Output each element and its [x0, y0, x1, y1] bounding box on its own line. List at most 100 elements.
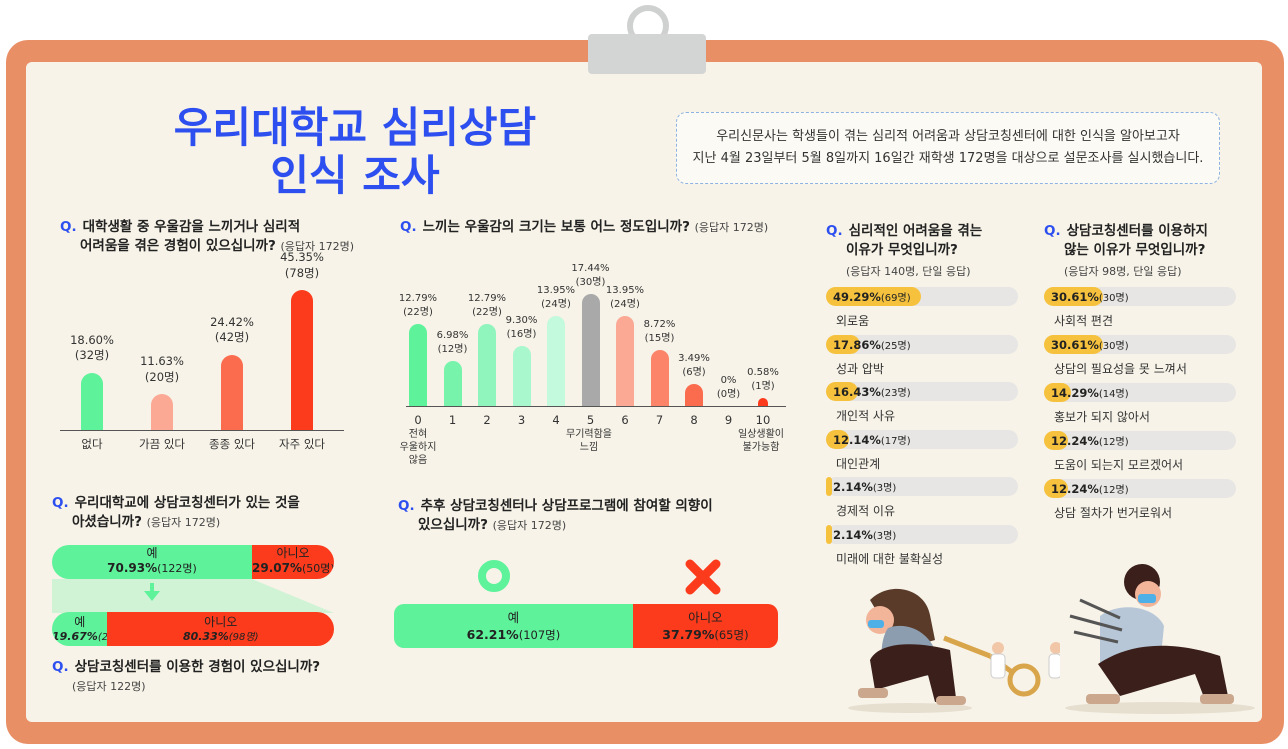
- count-label: (3명): [872, 483, 897, 494]
- q-mark: Q.: [60, 219, 77, 235]
- question-text: 어려움을 겪은 경험이 있으십니까?: [80, 238, 276, 254]
- count-label: (50명): [302, 562, 334, 575]
- pill-value: 12.24%(12명): [1051, 433, 1129, 448]
- question-text: 대학생활 중 우울감을 느끼거나 심리적: [82, 219, 301, 235]
- pill-row: 12.14%(17명) 대인관계: [826, 429, 1018, 471]
- count-label: (14명): [1098, 389, 1129, 400]
- pill-row: 2.14%(3명) 미래에 대한 불확실성: [826, 524, 1018, 566]
- respondents: (응답자 122명): [72, 680, 146, 693]
- value-label: 16.43%: [833, 385, 881, 399]
- count-label: (22명): [403, 306, 433, 318]
- question-text: 심리적인 어려움을 겪는: [848, 223, 983, 239]
- value-label: 13.95%: [605, 285, 645, 297]
- value-label: 0%: [720, 375, 737, 386]
- pill-row: 12.24%(12명) 상담 절차가 번거로워서: [1044, 479, 1236, 520]
- anchor-line: 우울하지: [399, 442, 437, 453]
- pill-fill: [1044, 479, 1068, 498]
- question-experience: Q. 대학생활 중 우울감을 느끼거나 심리적 어려움을 겪은 경험이 있으십니까…: [60, 218, 354, 256]
- anchor-label-0: 전혀 우울하지 않음: [390, 428, 446, 467]
- question-reasons-nonuse: Q. 상담코칭센터를 이용하지 않는 이유가 무엇입니까?: [1044, 222, 1208, 260]
- pill-value: 30.61%(30명): [1051, 289, 1129, 304]
- pill-row: 14.29%(14명) 홍보가 되지 않아서: [1044, 383, 1236, 424]
- category-label: 자주 있다: [279, 437, 325, 451]
- bar-segment: 예 62.21%(107명): [394, 604, 633, 648]
- stacked-bar-future: 예 62.21%(107명) 아니오 37.79%(65명): [394, 604, 778, 648]
- bar: [221, 354, 243, 430]
- count-label: (32명): [74, 348, 110, 363]
- category-label: 5: [586, 413, 595, 427]
- pill-value: 16.43%(23명): [833, 384, 911, 399]
- respondents: (응답자 140명, 단일 응답): [846, 265, 971, 278]
- value-label: 2.14%: [833, 527, 873, 542]
- category-label: 없다: [81, 437, 103, 451]
- question-text: 우리대학교에 상담코칭센터가 있는 것을: [74, 495, 300, 511]
- pill-value: 12.24%(12명): [1051, 481, 1129, 496]
- bar: [478, 323, 496, 406]
- pill-row: 2.14%(3명) 경제적 이유: [826, 477, 1018, 518]
- respondents: (응답자 172명): [280, 240, 355, 253]
- category-label: 0: [414, 413, 422, 427]
- value-row: 80.33%(98명): [107, 628, 334, 643]
- count-label: (42명): [214, 330, 250, 345]
- count-label: (30명): [1098, 293, 1129, 304]
- count-label: (20명): [144, 369, 180, 384]
- pill-row: 49.29%(69명) 외로움: [826, 287, 1018, 328]
- q-mark: Q.: [398, 498, 415, 514]
- pill-track: [1044, 431, 1236, 450]
- value-label: 2.14%: [833, 480, 873, 494]
- bar: [409, 323, 427, 406]
- value-label: 18.60%: [70, 332, 114, 347]
- count-label: (78명): [284, 265, 320, 280]
- category-label: 1: [448, 413, 457, 427]
- pill-fill: [1044, 431, 1068, 450]
- question-text: 상담코칭센터를 이용하지: [1066, 223, 1208, 239]
- category-label: 홍보가 되지 않아서: [1054, 410, 1150, 424]
- bar-segment: 예 70.93%(122명): [52, 545, 253, 579]
- page-title-line1: 우리대학교 심리상담: [173, 103, 537, 152]
- count-label: (98명): [228, 632, 259, 643]
- pill-row: 12.24%(12명) 도움이 되는지 모르겠어서: [1044, 431, 1236, 472]
- bar: [512, 346, 531, 406]
- bar: [291, 290, 313, 430]
- pill-value: 49.29%(69명): [833, 289, 911, 304]
- pill-value: 2.14%(3명): [833, 527, 896, 542]
- count-label: (24명): [541, 299, 571, 311]
- bar-segment: 아니오 37.79%(65명): [632, 604, 778, 648]
- pill-fill: [1044, 335, 1103, 354]
- value-label: 80.33%: [182, 630, 229, 643]
- count-label: (122명): [157, 562, 197, 575]
- q-mark: Q.: [1044, 223, 1061, 239]
- anchor-label-10: 일상생활이 불가능함: [732, 428, 790, 454]
- count-label: (30명): [1098, 341, 1129, 352]
- value-label: 12.79%: [467, 292, 507, 304]
- question-text: 아셨습니까?: [72, 514, 142, 530]
- x-axis-line: [406, 406, 786, 407]
- bar-segment: 예19.67%(24명): [52, 612, 128, 646]
- segment-label: 아니오 37.79%(65명): [633, 609, 778, 644]
- category-label: 성과 압박: [836, 361, 884, 376]
- value-label: 49.29%: [833, 290, 881, 304]
- value-label: 13.95%: [536, 285, 576, 297]
- count-label: (69명): [880, 293, 911, 304]
- category-label: 외로움: [836, 314, 870, 328]
- segment-label: 예 70.93%(122명): [52, 546, 252, 576]
- category-label: 3: [517, 413, 526, 427]
- value-row: 62.21%(107명): [394, 626, 633, 644]
- value-row: 29.07%(50명): [252, 561, 334, 576]
- value-label: 12.24%: [1051, 482, 1099, 496]
- value-label: 12.79%: [398, 292, 438, 304]
- value-row: 70.93%(122명): [52, 561, 252, 576]
- question-intensity: Q. 느끼는 우울감의 크기는 보통 어느 정도입니까? (응답자 172명): [400, 218, 768, 237]
- respondents: (응답자 172명): [694, 221, 769, 234]
- value-label: 30.61%: [1051, 338, 1099, 352]
- bar: [443, 361, 462, 406]
- pill-fill: [1044, 383, 1072, 402]
- pill-fill: [826, 334, 861, 354]
- category-label: 6: [621, 413, 629, 427]
- pill-value: 2.14%(3명): [833, 479, 896, 494]
- clip-bar: [588, 34, 706, 74]
- question-awareness: Q. 우리대학교에 상담코칭센터가 있는 것을 아셨습니까? (응답자 172명): [52, 494, 300, 532]
- funnel-connector: [52, 579, 334, 613]
- value-label: 12.24%: [1051, 434, 1099, 448]
- pill-track: [826, 524, 1018, 544]
